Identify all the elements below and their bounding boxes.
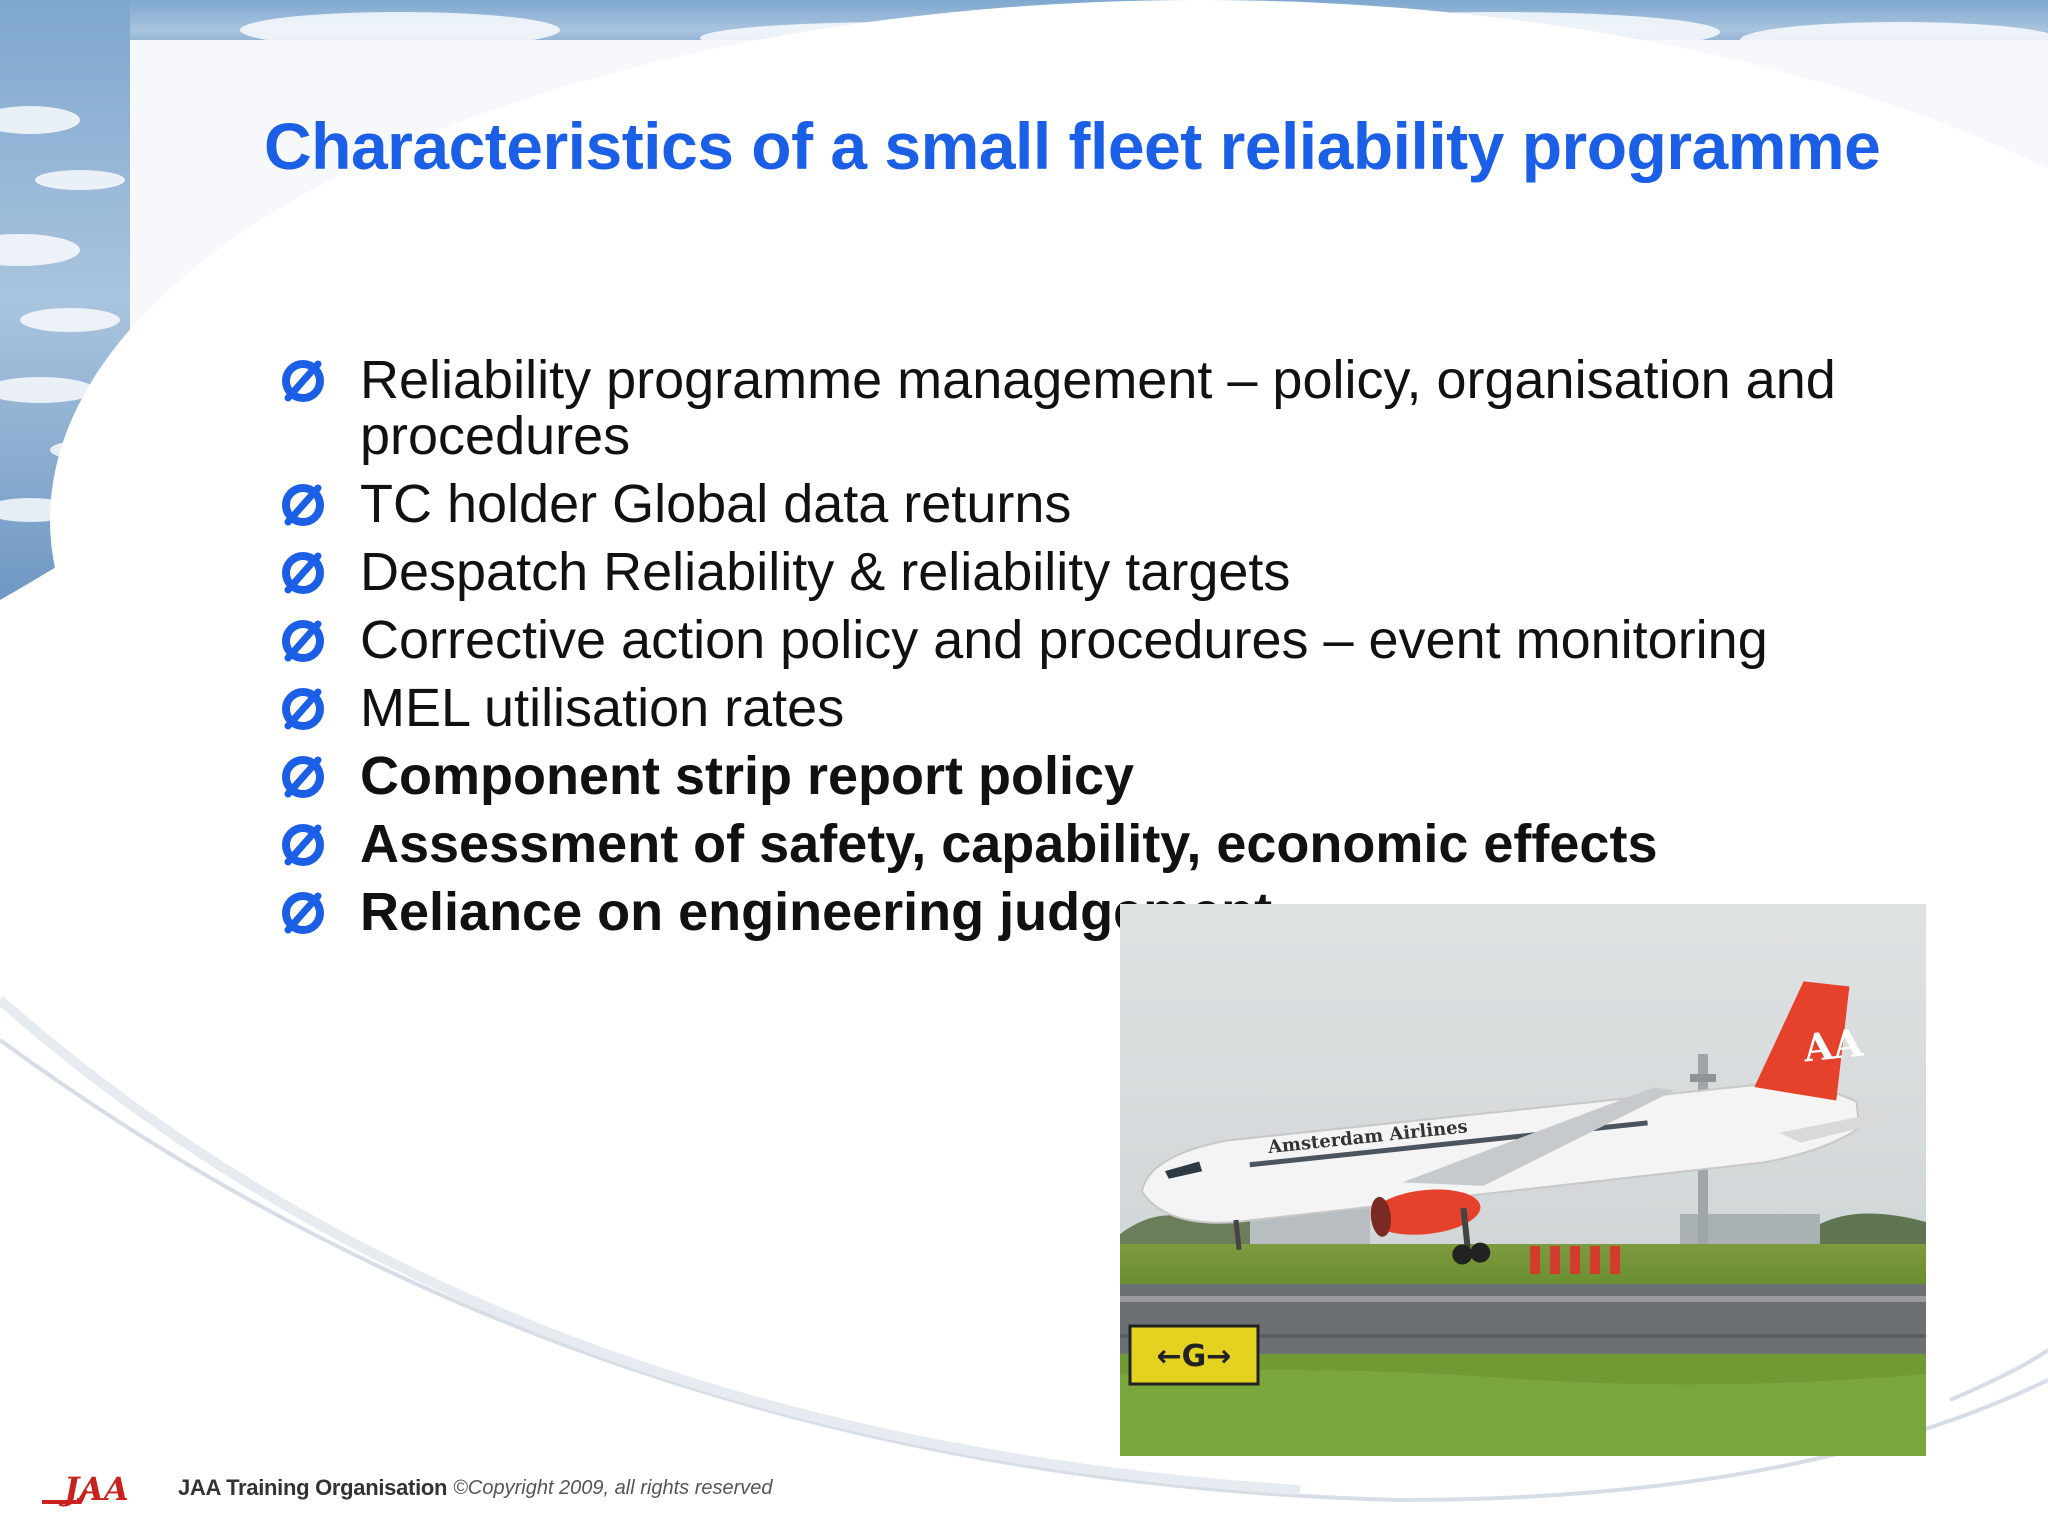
bullet-item: Despatch Reliability & reliability targe…: [280, 544, 1840, 600]
bullet-item: Corrective action policy and procedures …: [280, 612, 1840, 668]
bullet-item: Assessment of safety, capability, econom…: [280, 816, 1840, 872]
footer-copyright: ©Copyright 2009, all rights reserved: [453, 1476, 773, 1499]
circle-slash-bullet-icon: [282, 360, 324, 402]
bullet-text: Reliability programme management – polic…: [360, 350, 1836, 466]
circle-slash-bullet-icon: [282, 620, 324, 662]
circle-slash-bullet-icon: [282, 484, 324, 526]
slide-title: Characteristics of a small fleet reliabi…: [264, 109, 1881, 183]
bullet-text: Despatch Reliability & reliability targe…: [360, 542, 1291, 602]
bullet-item: Component strip report policy: [280, 748, 1840, 804]
taxiway-sign: ←G→: [1157, 1339, 1232, 1374]
bullet-text: Component strip report policy: [360, 746, 1135, 806]
bullet-item: MEL utilisation rates: [280, 680, 1840, 736]
circle-slash-bullet-icon: [282, 824, 324, 866]
footer: JAA JAA Training Organisation ©Copyright…: [40, 1468, 773, 1508]
circle-slash-bullet-icon: [282, 688, 324, 730]
aircraft-takeoff-image: ←G→ AA Amsterdam Airli: [1120, 904, 1926, 1456]
footer-org: JAA Training Organisation: [178, 1475, 448, 1500]
bullet-text: MEL utilisation rates: [360, 678, 845, 738]
bullet-text: Assessment of safety, capability, econom…: [360, 814, 1658, 874]
bullet-item: TC holder Global data returns: [280, 476, 1840, 532]
jaa-logo: JAA: [42, 1470, 129, 1508]
bullet-text: TC holder Global data returns: [360, 474, 1072, 534]
bullet-item: Reliability programme management – polic…: [280, 352, 1840, 464]
svg-text:JAA: JAA: [58, 1470, 129, 1508]
circle-slash-bullet-icon: [282, 892, 324, 934]
bullet-list: Reliability programme management – polic…: [280, 352, 1840, 952]
circle-slash-bullet-icon: [282, 756, 324, 798]
aircraft-photo: ←G→ AA Amsterdam Airli: [1120, 904, 1926, 1456]
circle-slash-bullet-icon: [282, 552, 324, 594]
svg-text:AA: AA: [1800, 1020, 1865, 1071]
bullet-text: Corrective action policy and procedures …: [360, 610, 1768, 670]
